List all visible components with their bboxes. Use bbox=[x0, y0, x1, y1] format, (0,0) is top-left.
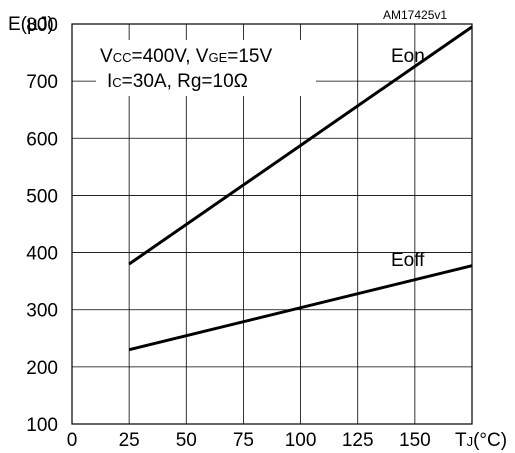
plot-frame bbox=[71, 23, 473, 425]
y-tick-label: 500 bbox=[26, 186, 58, 207]
series-label-eoff: Eoff bbox=[391, 250, 425, 271]
y-tick-labels: 100 200 300 400 500 600 700 800 bbox=[26, 15, 58, 436]
x-tick-label: 0 bbox=[67, 430, 78, 451]
y-tick-label: 400 bbox=[26, 244, 58, 265]
series-line-eon bbox=[128, 25, 473, 266]
x-tick-label: 75 bbox=[233, 430, 254, 451]
conditions-box bbox=[96, 40, 316, 96]
x-axis-label: TJ(°C) bbox=[455, 430, 507, 451]
series-line-eoff bbox=[128, 264, 473, 352]
x-tick-label: 125 bbox=[342, 430, 374, 451]
chart-reference-id: AM17425v1 bbox=[383, 8, 447, 22]
y-tick-label: 700 bbox=[26, 72, 58, 93]
y-tick-label: 200 bbox=[26, 358, 58, 379]
y-tick-label: 300 bbox=[26, 301, 58, 322]
x-tick-label: 50 bbox=[176, 430, 197, 451]
x-tick-labels: 0 25 50 75 100 125 150 bbox=[67, 430, 431, 451]
x-tick-label: 25 bbox=[119, 430, 140, 451]
y-axis-label: E(µJ) bbox=[8, 14, 54, 35]
y-tick-label: 800 bbox=[26, 15, 58, 36]
x-tick-label: 150 bbox=[399, 430, 431, 451]
conditions-line-2: IC=30A, Rg=10Ω bbox=[107, 71, 248, 92]
conditions-line-1: VCC=400V, VGE=15V bbox=[100, 46, 272, 67]
y-tick-label: 100 bbox=[26, 415, 58, 436]
series-lines bbox=[128, 25, 473, 352]
x-tick-label: 100 bbox=[285, 430, 317, 451]
y-tick-label: 600 bbox=[26, 129, 58, 150]
series-label-eon: Eon bbox=[391, 46, 425, 67]
